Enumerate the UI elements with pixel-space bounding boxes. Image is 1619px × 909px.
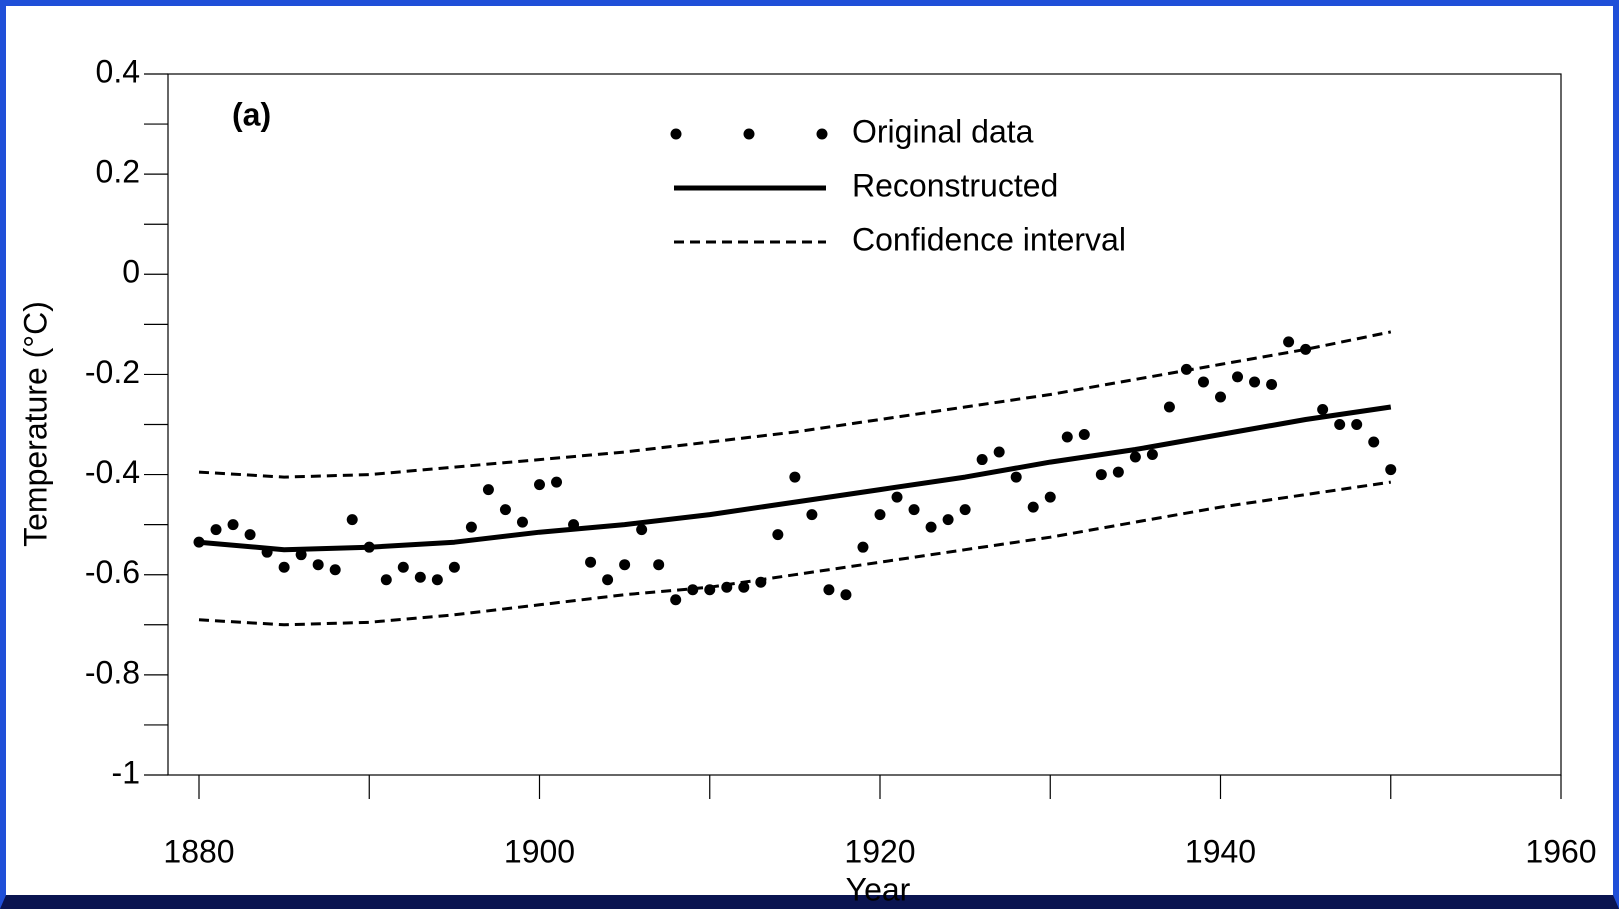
data-point — [210, 524, 222, 536]
data-point — [551, 476, 563, 488]
data-point — [925, 521, 937, 533]
y-tick-label: 0 — [122, 254, 140, 290]
data-point — [1215, 391, 1226, 403]
data-point — [1061, 431, 1073, 443]
legend-label: Confidence interval — [852, 221, 1126, 257]
x-tick-label: 1940 — [1185, 833, 1256, 869]
data-point — [1197, 376, 1209, 388]
data-point — [534, 479, 545, 491]
x-axis-label: Year — [846, 871, 911, 907]
data-point — [891, 491, 903, 503]
data-point — [908, 504, 920, 516]
data-point — [1351, 419, 1363, 430]
data-point — [1334, 419, 1346, 430]
data-point — [448, 561, 460, 573]
data-point — [738, 581, 750, 593]
legend-label: Reconstructed — [852, 167, 1058, 203]
data-point — [312, 559, 324, 571]
y-tick-label: -1 — [112, 754, 140, 790]
data-point — [1249, 376, 1261, 388]
data-point — [1112, 466, 1124, 478]
data-point — [1266, 378, 1278, 390]
data-point — [670, 594, 682, 606]
data-point — [976, 454, 988, 466]
x-tick-label: 1960 — [1525, 833, 1596, 869]
data-point — [874, 509, 886, 521]
data-point — [499, 504, 511, 516]
data-point — [465, 521, 477, 533]
data-point — [295, 549, 307, 561]
data-point — [959, 504, 971, 516]
y-tick-label: -0.8 — [85, 654, 140, 690]
data-point — [993, 446, 1005, 458]
data-point — [1027, 501, 1039, 513]
y-tick-label: -0.4 — [85, 454, 140, 490]
data-point — [619, 559, 631, 571]
confidence-line — [198, 330, 1392, 479]
data-point — [806, 509, 818, 521]
data-point — [823, 584, 835, 596]
x-tick-label: 1880 — [163, 833, 234, 869]
data-point — [653, 559, 665, 571]
data-point — [516, 516, 528, 528]
data-point — [244, 529, 256, 541]
data-point — [329, 564, 341, 576]
data-point — [1078, 429, 1090, 441]
y-tick-label: -0.6 — [85, 554, 140, 590]
data-point — [1317, 403, 1329, 415]
data-point — [346, 514, 358, 526]
data-point — [1232, 371, 1244, 383]
data-point — [857, 541, 869, 553]
panel-label: (a) — [232, 96, 271, 132]
data-point — [636, 524, 648, 536]
data-point — [431, 574, 443, 586]
data-point — [1044, 491, 1056, 503]
legend-marker — [816, 128, 828, 140]
data-point — [942, 514, 954, 526]
data-point — [1163, 401, 1175, 413]
data-point — [380, 574, 392, 586]
y-tick-label: 0.2 — [96, 154, 140, 190]
legend-marker — [743, 128, 755, 140]
data-point — [789, 471, 801, 483]
data-point — [1283, 336, 1295, 348]
data-point — [1010, 471, 1022, 483]
data-point — [585, 556, 597, 568]
data-point — [482, 484, 494, 496]
data-point — [772, 529, 784, 541]
data-point — [602, 574, 614, 586]
data-point — [1129, 451, 1141, 463]
data-point — [1300, 343, 1312, 355]
data-point — [1146, 449, 1158, 461]
x-tick-label: 1900 — [504, 833, 575, 869]
data-point — [840, 589, 852, 601]
legend-label: Original data — [852, 113, 1034, 149]
data-point — [397, 561, 409, 573]
data-point — [1095, 469, 1107, 481]
x-tick-label: 1920 — [844, 833, 915, 869]
data-point — [1368, 436, 1380, 448]
data-point — [1385, 464, 1397, 476]
legend-marker — [670, 128, 682, 140]
reconstructed-line — [198, 404, 1392, 553]
data-point — [278, 561, 290, 573]
confidence-line — [198, 480, 1392, 627]
y-tick-label: 0.4 — [96, 53, 140, 89]
y-tick-label: -0.2 — [85, 354, 140, 390]
y-axis-label: Temperature (°C) — [17, 301, 53, 547]
data-point — [414, 571, 426, 583]
data-point — [227, 519, 239, 531]
